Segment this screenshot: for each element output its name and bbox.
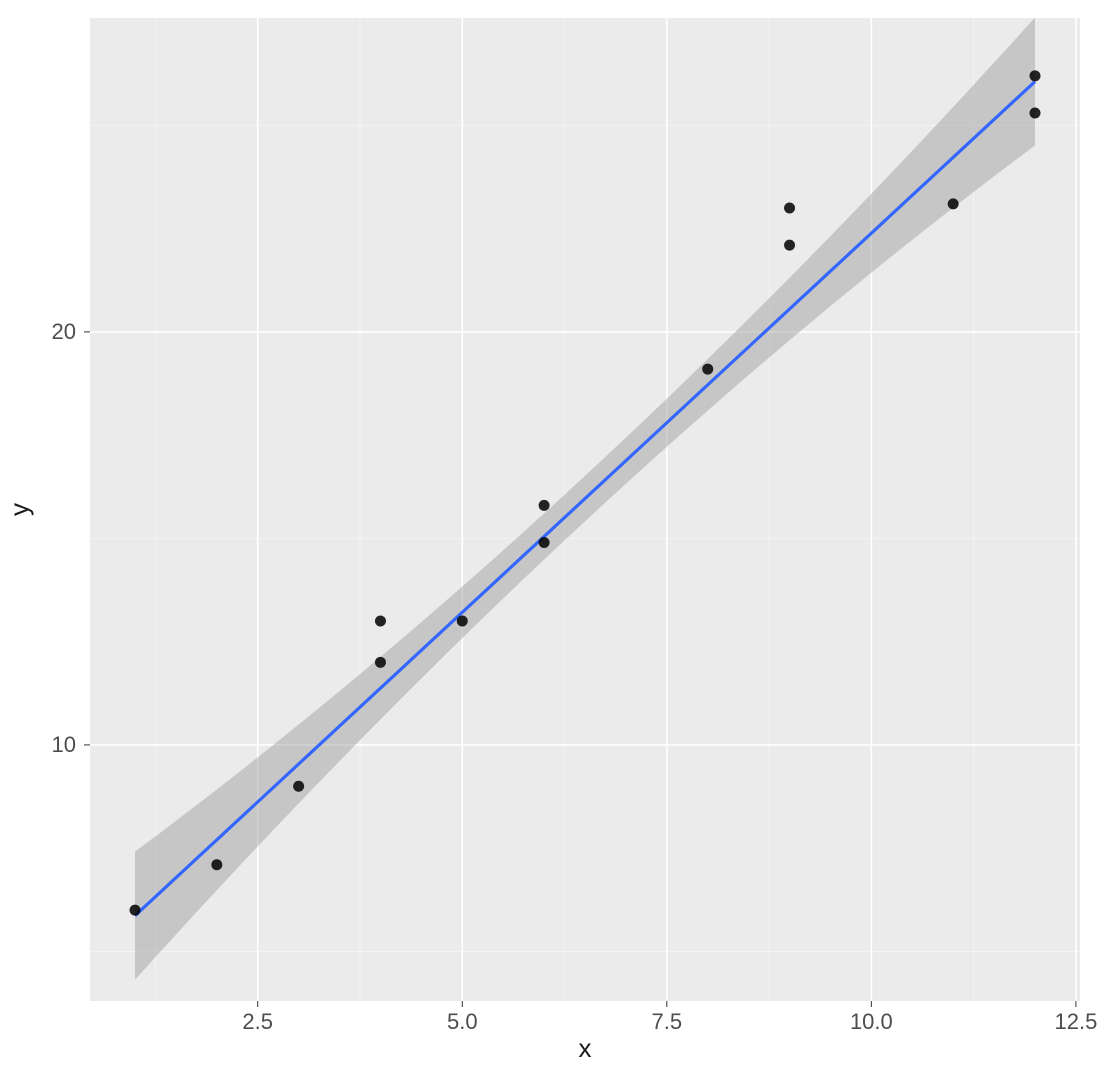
data-point [293, 781, 304, 792]
y-tick-label: 10 [52, 732, 76, 757]
data-point [784, 202, 795, 213]
x-tick-label: 2.5 [242, 1009, 273, 1034]
chart-svg: 2.5 5.0 7.5 10.0 12.5 10 20 x y [0, 0, 1098, 1071]
x-tick-label: 12.5 [1054, 1009, 1097, 1034]
x-tick-label: 7.5 [652, 1009, 683, 1034]
y-axis-label: y [4, 503, 34, 516]
data-point [375, 616, 386, 627]
data-point [948, 198, 959, 209]
y-tick-label: 20 [52, 319, 76, 344]
data-point [702, 364, 713, 375]
x-tick-label: 10.0 [850, 1009, 893, 1034]
data-point [784, 240, 795, 251]
data-point [1030, 70, 1041, 81]
data-point [211, 859, 222, 870]
data-point [539, 537, 550, 548]
data-point [1030, 107, 1041, 118]
data-point [375, 657, 386, 668]
scatter-chart: 2.5 5.0 7.5 10.0 12.5 10 20 x y [0, 0, 1098, 1071]
data-point [539, 500, 550, 511]
data-point [130, 905, 141, 916]
x-tick-label: 5.0 [447, 1009, 478, 1034]
data-point [457, 616, 468, 627]
x-axis-label: x [579, 1033, 592, 1063]
